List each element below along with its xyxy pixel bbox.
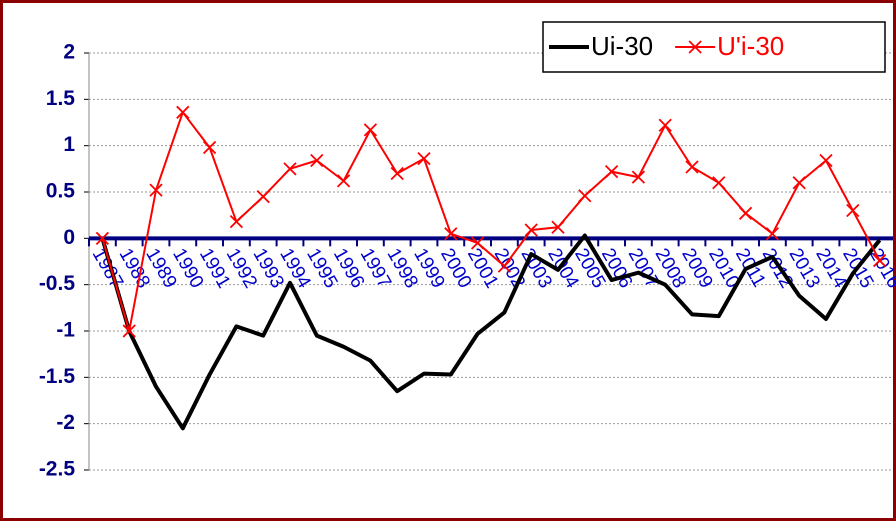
point-marker (176, 105, 190, 119)
series-line (100, 233, 882, 431)
y-tick-label: 1.5 (46, 87, 76, 110)
point-marker (310, 153, 324, 168)
point-marker (551, 220, 565, 234)
y-tick-label: 1 (63, 133, 75, 156)
legend-label: Ui-30 (591, 31, 653, 61)
point-marker (229, 215, 244, 229)
point-marker (470, 236, 485, 250)
point-marker (604, 164, 619, 179)
y-tick-label: -2 (56, 411, 75, 434)
legend-marker (688, 40, 702, 54)
y-tick-label: -2.5 (39, 458, 76, 481)
point-marker (872, 253, 887, 268)
point-marker (336, 174, 351, 188)
point-marker (846, 203, 860, 218)
legend-label: U'i-30 (717, 31, 784, 61)
point-marker (685, 160, 699, 174)
point-marker (792, 176, 806, 190)
point-marker (202, 140, 217, 155)
point-marker (149, 183, 163, 197)
point-marker (524, 223, 538, 237)
point-marker (819, 153, 833, 168)
point-marker (497, 259, 512, 273)
point-marker (363, 123, 378, 137)
y-tick-label: 0 (63, 226, 75, 249)
point-marker (95, 231, 110, 245)
point-marker (283, 162, 297, 176)
point-marker (256, 189, 270, 204)
point-marker (390, 166, 404, 181)
point-marker (658, 118, 672, 132)
y-tick-label: -1.5 (39, 365, 76, 388)
point-marker (738, 206, 753, 220)
y-tick-label: -0.5 (39, 272, 76, 295)
point-marker (444, 227, 458, 241)
y-tick-label: 2 (63, 41, 75, 64)
point-marker (578, 189, 592, 203)
point-marker (122, 324, 136, 338)
y-tick-label: 0.5 (46, 180, 76, 203)
point-marker (417, 152, 431, 166)
point-marker (765, 227, 780, 241)
point-marker (631, 170, 646, 184)
y-tick-label: -1 (56, 319, 75, 342)
point-marker (712, 176, 726, 190)
